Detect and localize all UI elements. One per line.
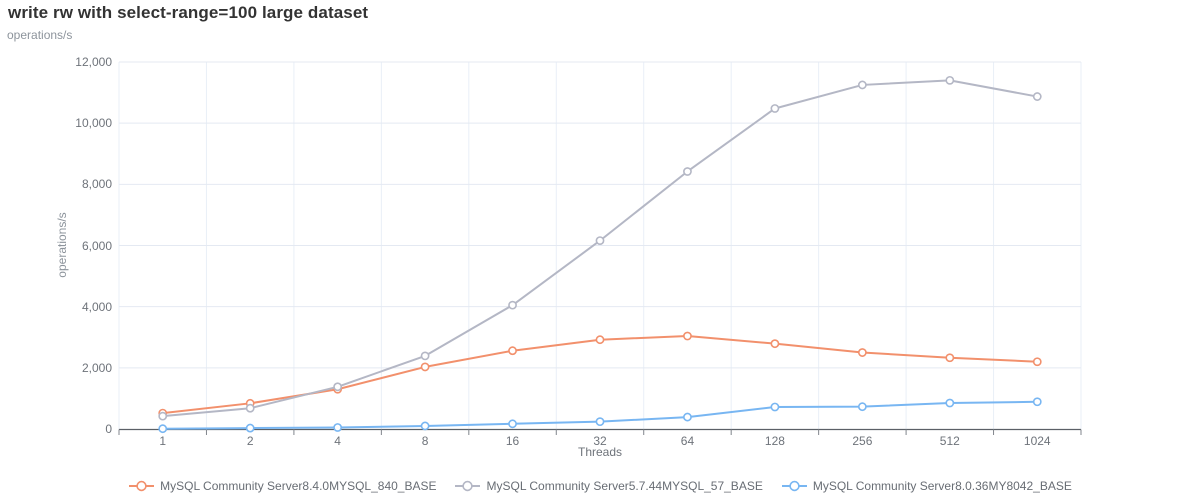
- data-point-marker: [420, 351, 430, 361]
- data-point-marker: [420, 421, 430, 431]
- data-point-marker: [857, 402, 867, 412]
- x-tick-label: 512: [939, 434, 960, 448]
- x-tick-label: 128: [764, 434, 785, 448]
- x-tick-label: 32: [593, 434, 607, 448]
- data-point-marker: [683, 331, 692, 341]
- x-tick-label: 1024: [1023, 434, 1051, 448]
- y-tick-label: 4,000: [81, 299, 112, 314]
- data-point-marker: [595, 417, 605, 427]
- data-point-marker: [333, 423, 343, 432]
- data-point-marker: [857, 80, 867, 90]
- data-point-marker: [683, 167, 692, 176]
- y-tick-label: 6,000: [81, 238, 112, 253]
- x-tick-label: 16: [505, 434, 520, 448]
- x-tick-label: 2: [246, 434, 254, 448]
- data-point-marker: [1032, 397, 1042, 407]
- legend-item-2[interactable]: MySQL Community Server8.0.36MY8042_BASE: [781, 479, 1072, 493]
- y-tick-label: 8,000: [81, 177, 112, 192]
- data-point-marker: [945, 75, 955, 85]
- legend-line-circle-icon: [129, 480, 155, 492]
- data-point-marker: [945, 398, 955, 408]
- data-point-marker: [508, 419, 517, 429]
- data-point-marker: [420, 362, 430, 372]
- data-point-marker: [770, 339, 780, 349]
- data-point-marker: [770, 104, 780, 113]
- legend-item-0[interactable]: MySQL Community Server8.4.0MYSQL_840_BAS…: [128, 479, 436, 493]
- data-point-marker: [945, 353, 955, 363]
- data-point-marker: [508, 300, 517, 310]
- x-axis-title: Threads: [577, 445, 623, 459]
- legend-label: MySQL Community Server8.0.36MY8042_BASE: [812, 479, 1072, 493]
- x-tick-label: 256: [852, 434, 873, 448]
- data-point-marker: [158, 411, 168, 421]
- legend-line-circle-icon: [781, 480, 807, 492]
- data-point-marker: [857, 348, 867, 357]
- data-point-marker: [333, 382, 343, 392]
- x-tick-label: 8: [421, 434, 429, 448]
- y-tick-label: 12,000: [75, 55, 112, 69]
- data-point-marker: [595, 335, 605, 345]
- data-point-marker: [595, 236, 605, 246]
- units-label: operations/s: [7, 28, 73, 42]
- x-tick-label: 1: [159, 434, 167, 448]
- data-point-marker: [158, 424, 168, 434]
- y-tick-label: 0: [105, 422, 112, 436]
- data-point-marker: [683, 412, 692, 422]
- y-tick-label: 10,000: [75, 116, 112, 131]
- data-point-marker: [508, 346, 517, 356]
- data-point-marker: [770, 402, 780, 412]
- data-point-marker: [245, 423, 255, 433]
- legend-item-1[interactable]: MySQL Community Server5.7.44MYSQL_57_BAS…: [454, 479, 763, 493]
- legend-line-circle-icon: [455, 480, 481, 492]
- x-tick-label: 4: [334, 434, 341, 448]
- legend-label: MySQL Community Server5.7.44MYSQL_57_BAS…: [486, 479, 763, 493]
- data-point-marker: [245, 403, 255, 413]
- chart-title: write rw with select-range=100 large dat…: [8, 3, 369, 22]
- data-point-marker: [1032, 357, 1042, 367]
- data-point-marker: [1032, 92, 1042, 101]
- legend-label: MySQL Community Server8.4.0MYSQL_840_BAS…: [160, 479, 437, 493]
- y-tick-label: 2,000: [81, 360, 112, 375]
- legend: MySQL Community Server8.4.0MYSQL_840_BAS…: [0, 476, 1200, 496]
- x-tick-label: 64: [680, 434, 695, 448]
